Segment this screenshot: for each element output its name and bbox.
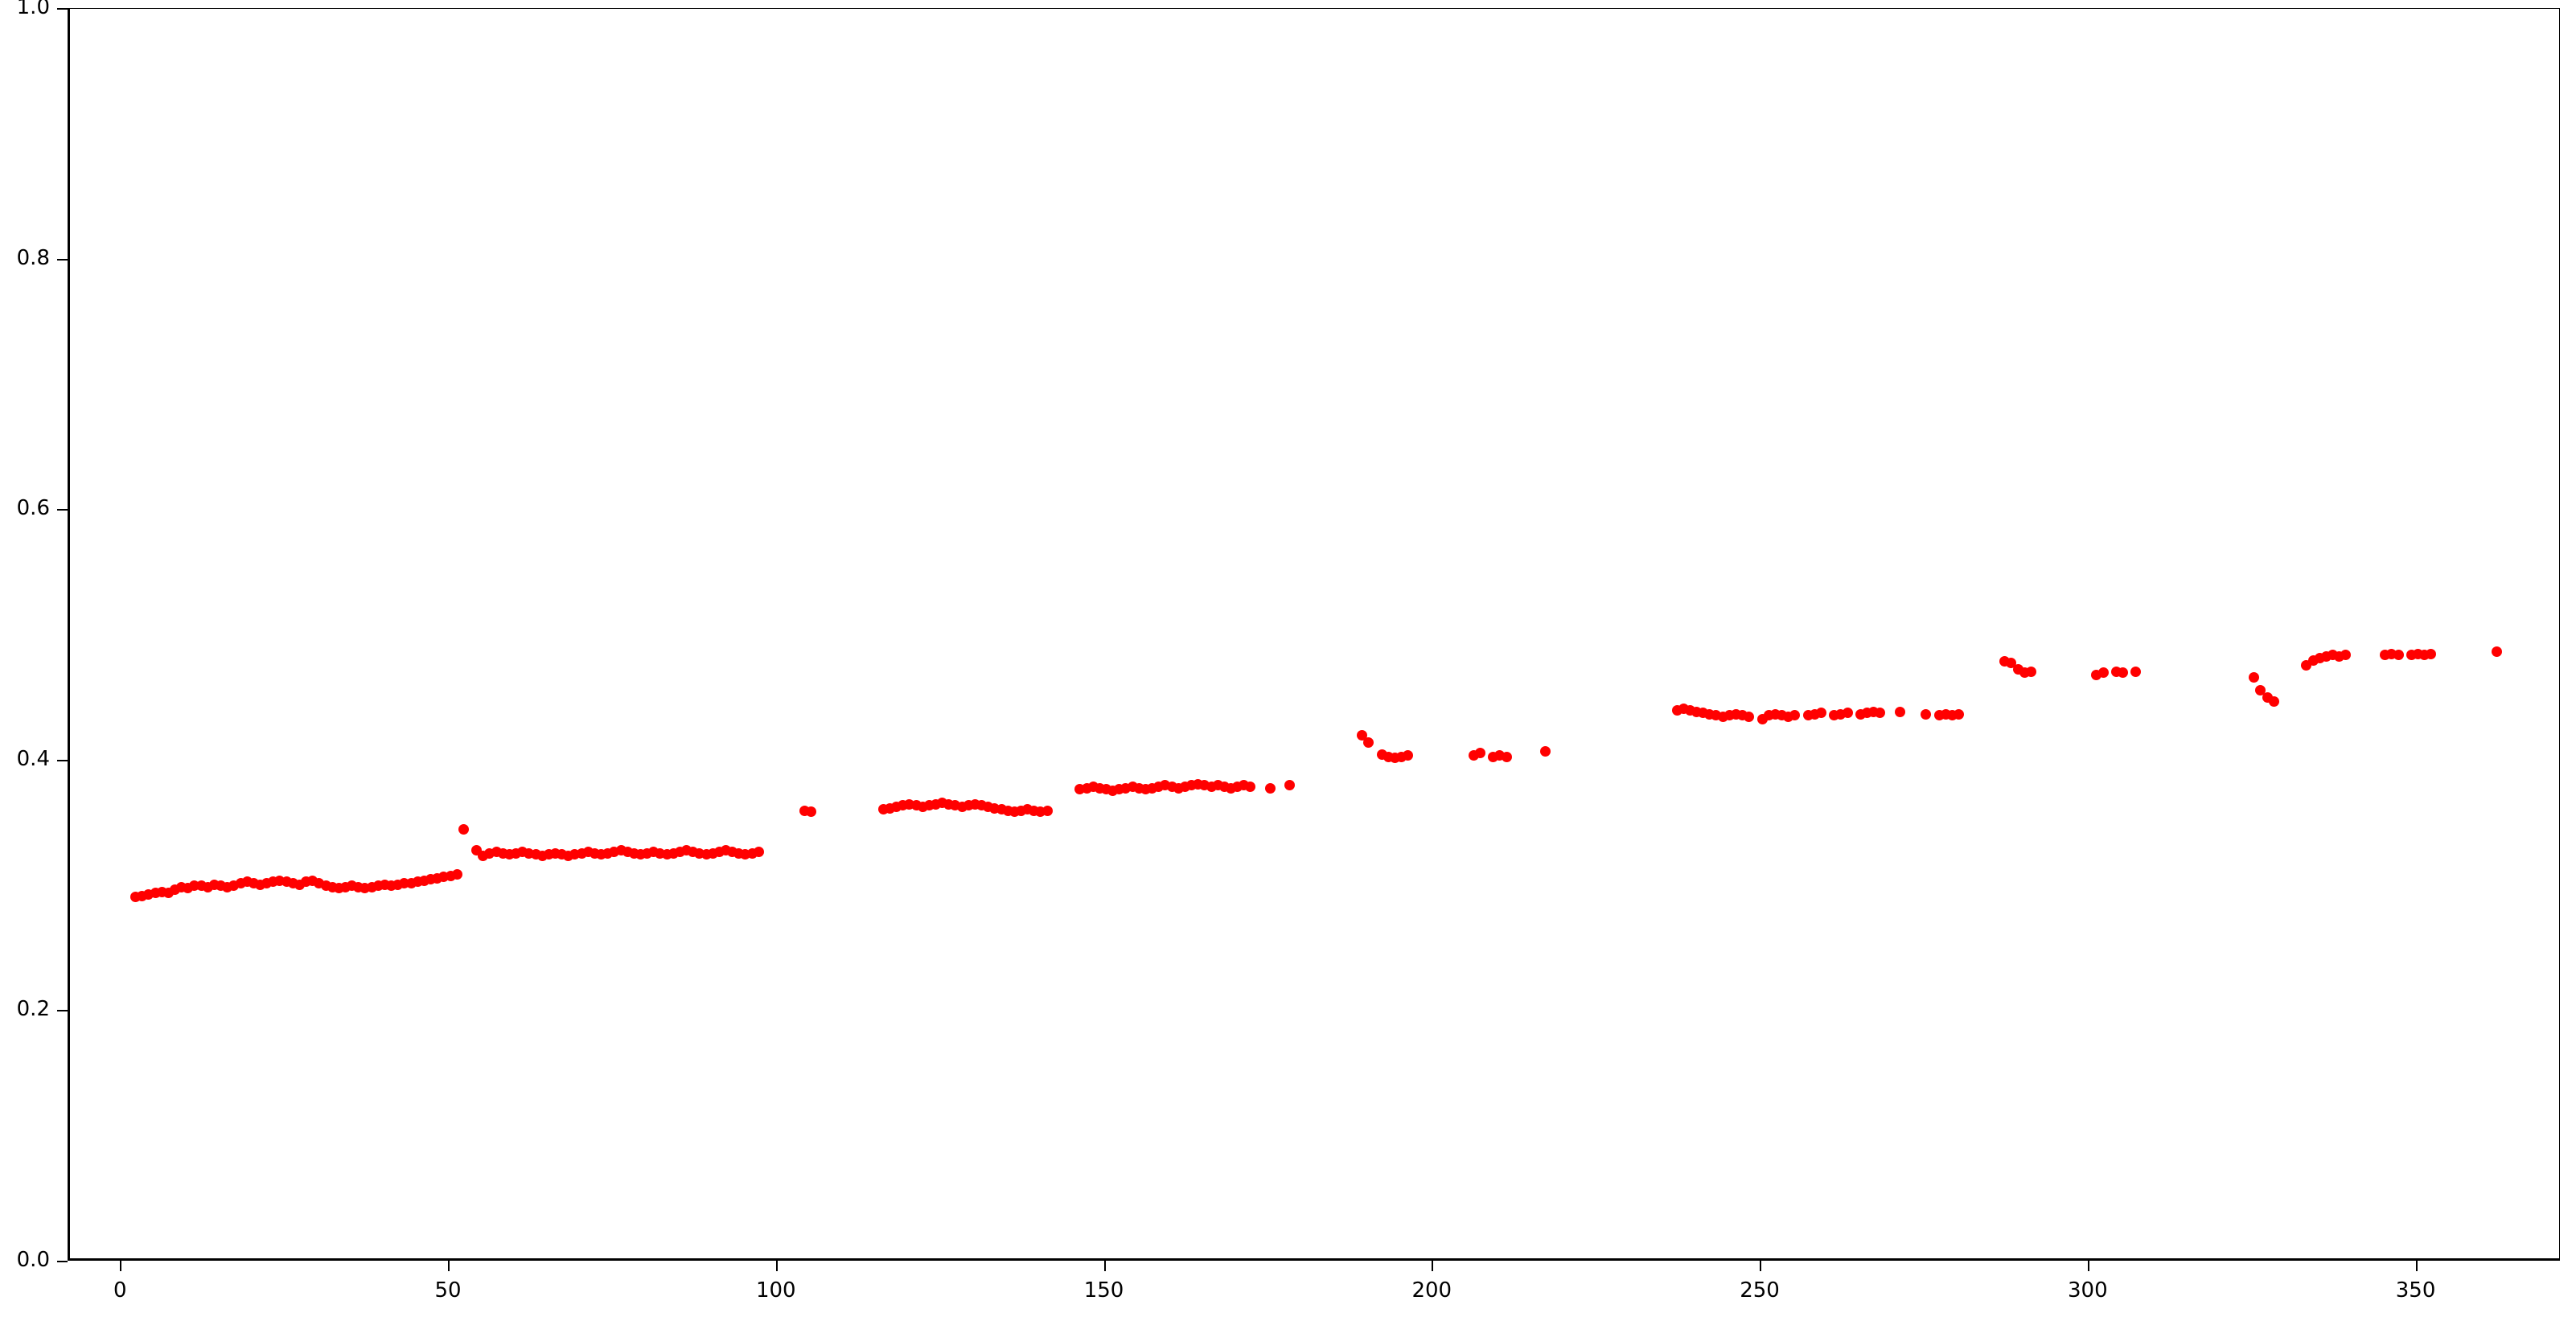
y-tick-mark — [57, 8, 68, 10]
plot-area — [68, 8, 2560, 1261]
scatter-point — [1744, 711, 1755, 722]
scatter-point — [1474, 747, 1485, 758]
scatter-point — [1264, 782, 1276, 794]
scatter-point — [2491, 646, 2502, 657]
scatter-point — [806, 806, 817, 818]
scatter-point — [1501, 751, 1512, 762]
y-tick-mark — [57, 1261, 68, 1262]
scatter-point — [1842, 708, 1853, 719]
scatter-point — [1403, 750, 1414, 761]
x-tick-label: 150 — [1083, 1278, 1124, 1303]
y-tick-label: 0.4 — [16, 746, 50, 771]
scatter-point — [2340, 650, 2352, 661]
x-tick-label: 200 — [1411, 1278, 1452, 1303]
scatter-point — [1540, 746, 1551, 757]
x-tick-mark — [775, 1261, 778, 1271]
scatter-point — [1363, 737, 1374, 749]
y-tick-mark — [57, 509, 68, 511]
x-tick-label: 350 — [2395, 1278, 2436, 1303]
scatter-point — [458, 823, 469, 835]
x-tick-label: 50 — [434, 1278, 462, 1303]
scatter-point — [1284, 780, 1296, 791]
x-tick-label: 250 — [1740, 1278, 1780, 1303]
x-tick-label: 300 — [2067, 1278, 2108, 1303]
scatter-point — [2097, 667, 2109, 679]
y-tick-label: 0.2 — [16, 997, 50, 1022]
y-tick-label: 0.0 — [16, 1248, 50, 1272]
x-tick-mark — [120, 1261, 122, 1271]
scatter-point — [2025, 666, 2036, 677]
scatter-point — [2426, 648, 2437, 659]
x-tick-mark — [1432, 1261, 1434, 1271]
scatter-point — [2268, 696, 2279, 708]
y-tick-label: 0.8 — [16, 245, 50, 270]
x-tick-mark — [1103, 1261, 1106, 1271]
scatter-point — [1041, 805, 1053, 816]
scatter-point — [1894, 706, 1905, 717]
scatter-point — [1875, 708, 1886, 719]
x-tick-mark — [1760, 1261, 1762, 1271]
y-tick-label: 1.0 — [16, 0, 50, 19]
scatter-point — [2130, 666, 2142, 677]
scatter-point — [1815, 708, 1826, 719]
scatter-point — [1789, 710, 1801, 721]
scatter-point — [451, 869, 462, 880]
y-tick-mark — [57, 1010, 68, 1012]
y-tick-label: 0.6 — [16, 496, 50, 521]
scatter-points-layer — [70, 9, 2559, 1258]
scatter-point — [2393, 650, 2404, 661]
x-tick-mark — [2415, 1261, 2418, 1271]
scatter-point — [1954, 708, 1965, 720]
scatter-point — [2249, 672, 2260, 683]
x-tick-mark — [448, 1261, 450, 1271]
x-tick-mark — [2087, 1261, 2089, 1271]
scatter-point — [753, 847, 764, 858]
scatter-point — [2118, 667, 2129, 679]
y-tick-mark — [57, 759, 68, 761]
scatter-point — [1245, 782, 1256, 793]
scatter-point — [1921, 708, 1932, 720]
y-tick-mark — [57, 258, 68, 261]
x-tick-label: 100 — [755, 1278, 796, 1303]
x-tick-label: 0 — [113, 1278, 127, 1303]
